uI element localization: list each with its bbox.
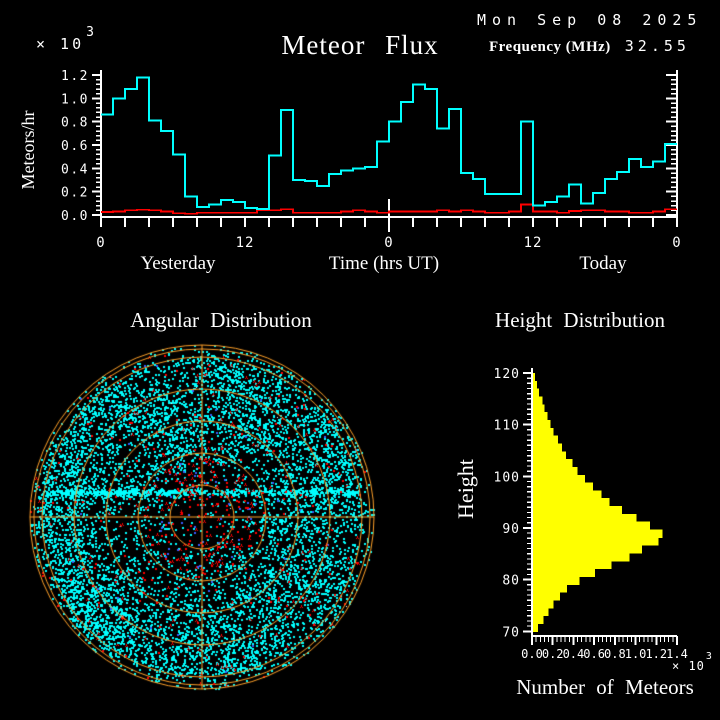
- svg-text:0.4: 0.4: [563, 647, 585, 661]
- svg-text:0.8: 0.8: [61, 116, 89, 131]
- date-display: Mon Sep 08 2025: [477, 11, 703, 29]
- svg-text:0: 0: [672, 235, 681, 251]
- multiplier-base: × 10: [36, 35, 85, 53]
- svg-text:0.8: 0.8: [604, 647, 626, 661]
- svg-text:0.2: 0.2: [542, 647, 564, 661]
- svg-text:90: 90: [502, 522, 520, 537]
- svg-text:0.4: 0.4: [61, 162, 89, 177]
- multiplier-exponent: 3: [705, 651, 713, 662]
- x-axis-label-time: Time (hrs UT): [328, 253, 440, 274]
- svg-text:1.0: 1.0: [61, 92, 89, 107]
- svg-text:0.2: 0.2: [61, 186, 89, 201]
- flux-y-axis-multiplier: × 103: [36, 25, 94, 53]
- svg-text:80: 80: [502, 574, 520, 589]
- multiplier-base: × 10: [672, 659, 705, 673]
- svg-text:70: 70: [502, 625, 520, 640]
- svg-text:0.6: 0.6: [61, 139, 89, 154]
- background-rate-curve: [101, 203, 677, 215]
- svg-text:110: 110: [494, 419, 520, 434]
- svg-text:0.0: 0.0: [61, 209, 89, 224]
- angular-distribution-plot: [22, 337, 382, 697]
- svg-text:120: 120: [494, 367, 520, 382]
- svg-text:1.0: 1.0: [625, 647, 647, 661]
- svg-text:0: 0: [96, 235, 105, 251]
- height-chart: 70 80 90 100 110 120 0.0 0.2 0.4 0.6 0.8 1.0 1.2 1.4: [494, 367, 688, 661]
- height-distribution-title: Height Distribution: [495, 308, 665, 332]
- svg-text:1.4: 1.4: [666, 647, 688, 661]
- height-histogram-bars: [533, 373, 663, 632]
- angular-distribution-title: Angular Distribution: [130, 308, 312, 332]
- page-title: Meteor Flux: [281, 30, 439, 60]
- svg-text:0: 0: [384, 235, 393, 251]
- svg-text:1.2: 1.2: [61, 69, 89, 84]
- svg-text:100: 100: [494, 470, 520, 485]
- svg-text:0.6: 0.6: [583, 647, 605, 661]
- svg-text:12: 12: [524, 235, 543, 251]
- flux-chart: 0.0 0.2 0.4 0.6 0.8 1.0 1.2 0 12 0 12 0: [61, 69, 681, 251]
- svg-text:12: 12: [236, 235, 255, 251]
- height-x-axis-label: Number of Meteors: [516, 675, 694, 699]
- frequency-label: Frequency (MHz): [489, 39, 611, 55]
- frequency-value: 32.55: [624, 37, 690, 55]
- meteor-rate-curve: [101, 76, 677, 211]
- multiplier-exponent: 3: [86, 25, 94, 40]
- x-axis-label-today: Today: [579, 253, 627, 274]
- frequency-readout: Frequency (MHz) 32.55: [489, 37, 690, 56]
- svg-text:1.2: 1.2: [645, 647, 667, 661]
- height-x-axis-multiplier: × 103: [672, 651, 712, 673]
- x-axis-label-yesterday: Yesterday: [140, 253, 216, 274]
- svg-text:0.0: 0.0: [521, 647, 543, 661]
